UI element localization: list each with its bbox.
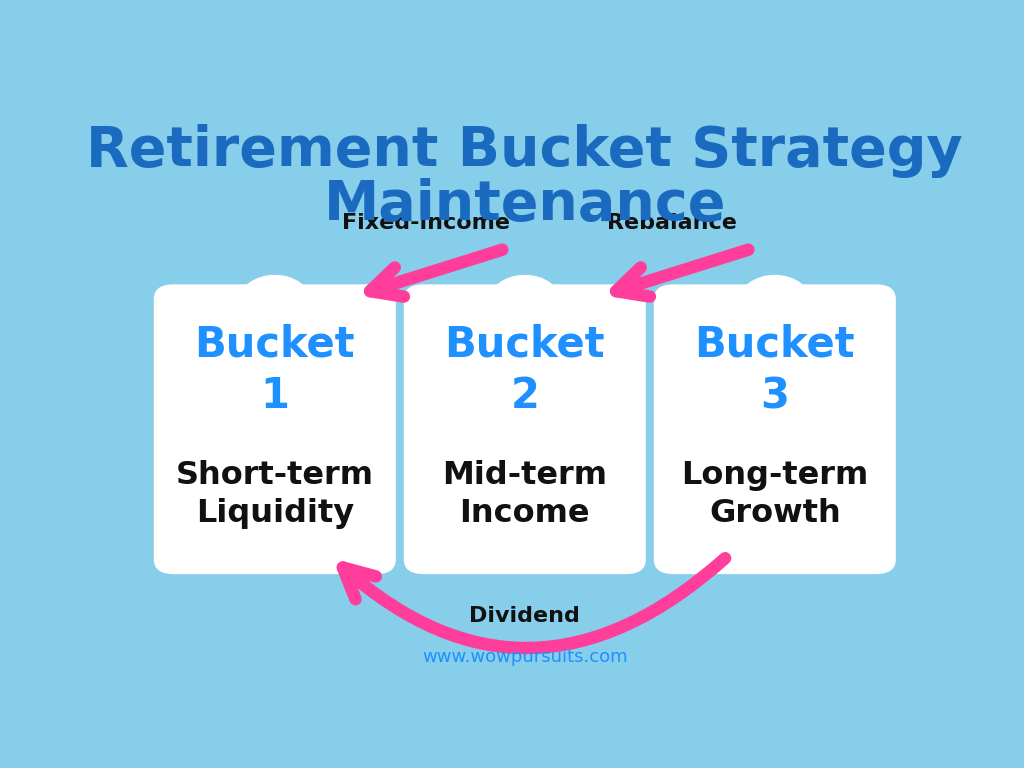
- Text: Maintenance: Maintenance: [324, 177, 726, 231]
- Text: Fixed-income: Fixed-income: [342, 213, 510, 233]
- FancyArrowPatch shape: [343, 558, 725, 648]
- FancyArrowPatch shape: [370, 250, 503, 296]
- Text: Rebalance: Rebalance: [606, 213, 736, 233]
- Text: Retirement Bucket Strategy: Retirement Bucket Strategy: [86, 124, 964, 178]
- Circle shape: [489, 276, 560, 329]
- FancyBboxPatch shape: [403, 284, 646, 574]
- Text: Bucket
2: Bucket 2: [444, 323, 605, 417]
- Text: Short-term
Liquidity: Short-term Liquidity: [176, 460, 374, 529]
- Circle shape: [240, 276, 310, 329]
- Text: Bucket
3: Bucket 3: [694, 323, 855, 417]
- Text: www.wowpursuits.com: www.wowpursuits.com: [422, 648, 628, 666]
- Text: Bucket
1: Bucket 1: [195, 323, 355, 417]
- FancyBboxPatch shape: [154, 284, 396, 574]
- FancyBboxPatch shape: [653, 284, 896, 574]
- Text: Long-term
Growth: Long-term Growth: [681, 460, 868, 529]
- Text: Mid-term
Income: Mid-term Income: [442, 460, 607, 529]
- Text: Dividend: Dividend: [469, 605, 581, 625]
- Circle shape: [739, 276, 811, 329]
- FancyArrowPatch shape: [616, 250, 749, 296]
